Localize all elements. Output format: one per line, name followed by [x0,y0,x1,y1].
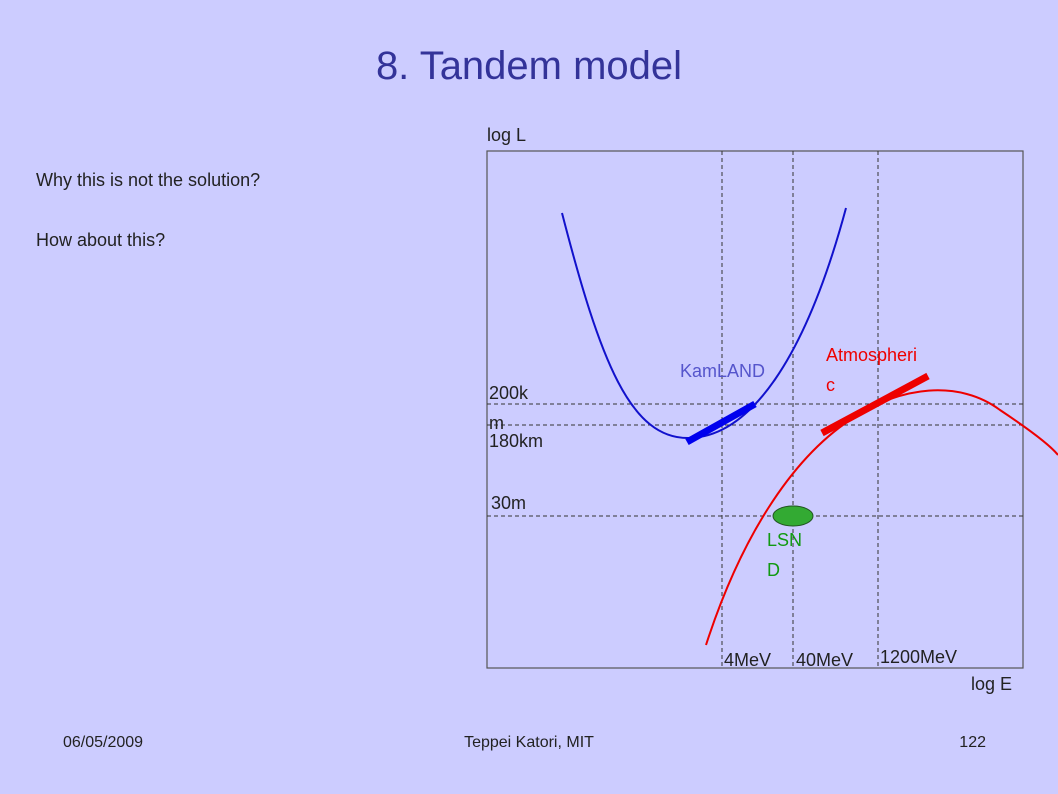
question: Why this is not the solution? [36,170,261,190]
footer-author: Teppei Katori, MIT [464,734,594,751]
dashed-guides [487,151,1023,668]
distance-label: 200km [489,383,529,433]
slide-title: 8. Tandem model [375,44,683,88]
lsnd-region [772,505,814,527]
atmospheric-curve [705,389,1058,646]
axis-label: log L [487,125,527,145]
footer-date: 06/05/2009 [63,734,144,751]
experiment-label: KamLAND [680,361,766,381]
atmospheric-band [820,372,930,437]
experiment-label: LSND [767,530,803,580]
energy-label: 4MeV [724,650,772,670]
energy-label: 40MeV [796,650,854,670]
experiment-label: Atmospheric [826,345,918,395]
question: How about this? [36,230,166,250]
plot-frame [486,150,1024,669]
axis-label: log E [971,674,1013,694]
footer-page: 122 [959,734,986,751]
distance-label: 180km [489,431,544,451]
energy-label: 1200MeV [880,647,958,667]
distance-label: 30m [491,493,527,513]
kamland-band [685,400,757,446]
